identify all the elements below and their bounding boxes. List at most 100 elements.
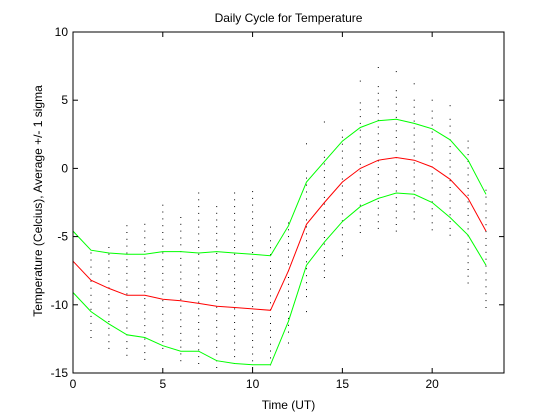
- scatter-point: [180, 237, 182, 239]
- scatter-point: [359, 122, 361, 124]
- scatter-point: [449, 214, 451, 216]
- scatter-point: [126, 286, 128, 288]
- scatter-point: [270, 336, 271, 338]
- scatter-point: [252, 353, 254, 355]
- scatter-point: [126, 245, 128, 247]
- scatter-point: [323, 121, 325, 123]
- scatter-point: [467, 201, 469, 203]
- scatter-point: [395, 71, 397, 73]
- x-axis-ticks: 0 5 10 15 20: [70, 32, 439, 391]
- scatter-point: [467, 228, 469, 230]
- scatter-point: [323, 263, 325, 265]
- scatter-point: [341, 248, 343, 250]
- scatter-point: [144, 291, 146, 293]
- scatter-point: [144, 250, 146, 252]
- scatter-point: [180, 326, 182, 328]
- scatter-point: [431, 152, 433, 154]
- scatter-point: [323, 183, 325, 185]
- scatter-point: [234, 315, 236, 317]
- scatter-point: [341, 220, 343, 222]
- scatter-point: [198, 287, 200, 289]
- scatter-point: [306, 170, 307, 172]
- scatter-point: [144, 230, 146, 232]
- scatter-point: [234, 212, 236, 214]
- scatter-point: [162, 218, 164, 220]
- scatter-point: [270, 274, 271, 276]
- scatter-point: [359, 197, 361, 199]
- scatter-point: [180, 292, 182, 293]
- scatter-point: [108, 307, 110, 309]
- scatter-point: [467, 269, 469, 270]
- scatter-point: [395, 103, 397, 105]
- scatter-point: [377, 200, 379, 202]
- scatter-point: [198, 274, 200, 276]
- scatter-point: [198, 294, 200, 296]
- scatter-point: [395, 90, 397, 92]
- scatter-point: [144, 237, 146, 239]
- scatter-point: [341, 199, 343, 201]
- scatter-point: [216, 253, 218, 254]
- scatter-point: [270, 254, 271, 256]
- scatter-point: [180, 346, 182, 348]
- scatter-point: [485, 265, 487, 267]
- scatter-point: [90, 308, 92, 310]
- scatter-point: [306, 261, 307, 263]
- scatter-point: [252, 319, 254, 321]
- scatter-point: [144, 345, 146, 347]
- scatter-point: [198, 328, 200, 330]
- scatter-point: [323, 203, 325, 205]
- scatter-point: [108, 273, 110, 275]
- scatter-point: [180, 278, 182, 280]
- scatter-point: [377, 207, 379, 209]
- scatter-point: [377, 214, 379, 216]
- scatter-point: [234, 356, 236, 358]
- scatter-point: [144, 352, 146, 354]
- scatter-point: [108, 327, 110, 329]
- scatter-point: [234, 274, 236, 276]
- scatter-point: [198, 356, 200, 358]
- scatter-point: [306, 212, 307, 214]
- scatter-point: [108, 260, 110, 262]
- scatter-point: [162, 341, 164, 343]
- scatter-point: [216, 259, 218, 261]
- scatter-point: [144, 298, 146, 300]
- scatter-point: [395, 230, 397, 232]
- scatter-point: [467, 255, 469, 257]
- scatter-point: [395, 224, 397, 225]
- scatter-point: [162, 252, 164, 254]
- scatter-point: [288, 324, 289, 326]
- scatter-point: [270, 302, 271, 304]
- scatter-point: [270, 295, 271, 297]
- scatter-point: [485, 203, 487, 205]
- scatter-point: [413, 148, 415, 150]
- scatter-point: [359, 80, 361, 82]
- scatter-point: [252, 197, 254, 199]
- series-lines: [72, 118, 487, 366]
- scatter-point: [216, 353, 218, 355]
- scatter-point: [216, 246, 218, 248]
- y-tick-label: 5: [61, 93, 68, 107]
- scatter-point: [485, 258, 487, 260]
- scatter-point: [144, 244, 146, 246]
- scatter-point: [485, 217, 487, 219]
- scatter-point: [90, 273, 92, 275]
- scatter-point: [216, 226, 218, 228]
- scatter-point: [485, 224, 487, 226]
- scatter-point: [306, 177, 307, 179]
- scatter-point: [144, 223, 146, 225]
- scatter-point: [306, 296, 307, 298]
- scatter-point: [180, 305, 182, 307]
- scatter-point: [288, 222, 289, 224]
- scatter-point: [216, 206, 218, 208]
- scatter-point: [323, 230, 325, 232]
- scatter-point: [377, 140, 379, 142]
- scatter-point: [377, 173, 379, 175]
- scatter-point: [359, 157, 361, 158]
- scatter-point: [108, 314, 110, 316]
- scatter-point: [198, 267, 200, 269]
- scatter-point: [288, 229, 289, 231]
- scatter-point: [413, 190, 415, 192]
- scatter-point: [216, 320, 218, 322]
- scatter-point: [252, 224, 254, 226]
- series-line-average-minus-1-sigma: [72, 192, 487, 366]
